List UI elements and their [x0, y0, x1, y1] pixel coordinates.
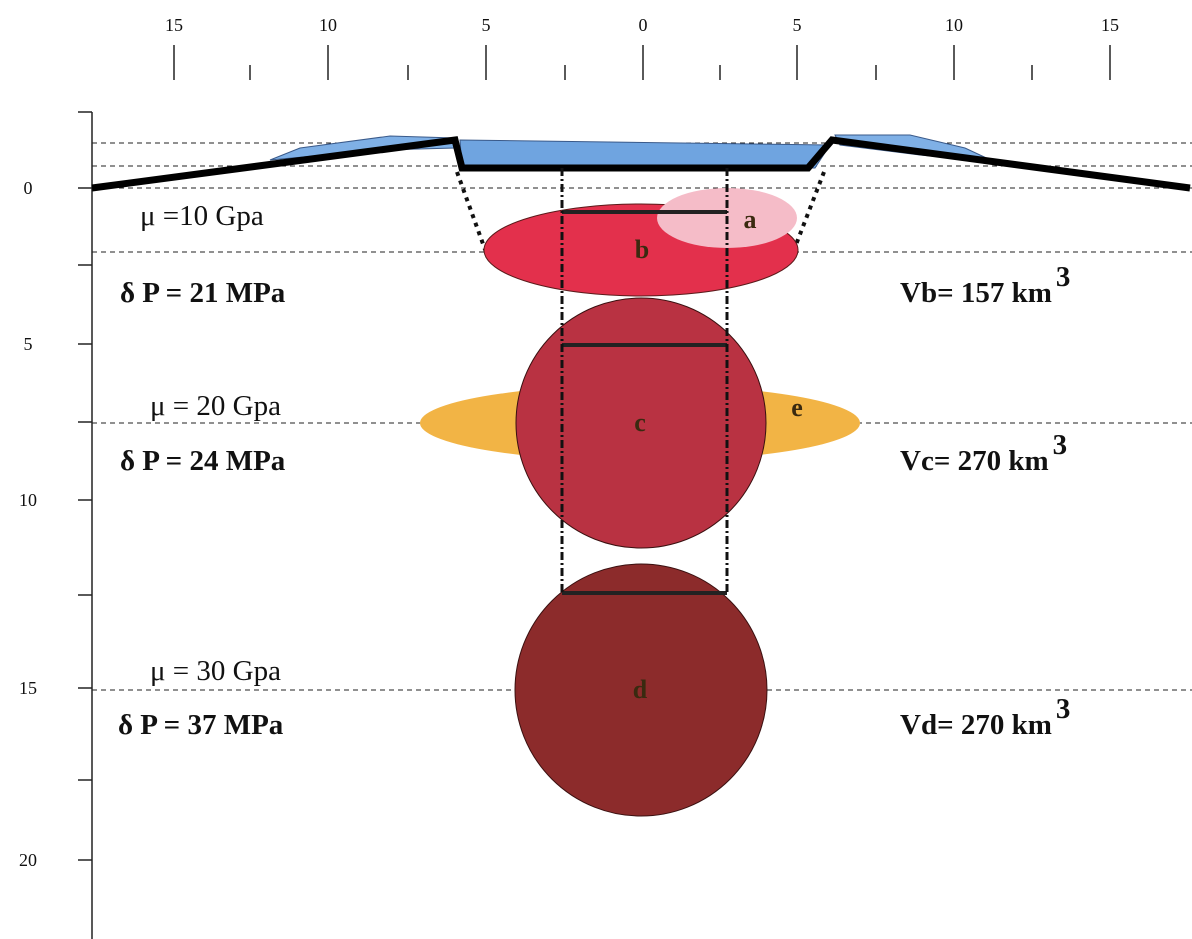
volume-exponent: 3	[1056, 261, 1071, 293]
top-tick-label: 5	[482, 15, 491, 35]
top-tick-label: 0	[639, 15, 648, 35]
shear-modulus: μ = 30 Gpa	[150, 655, 281, 687]
top-tick-label: 5	[793, 15, 802, 35]
body-label: c	[634, 408, 646, 437]
volume: Vb= 157 km	[900, 277, 1052, 309]
left-axis	[78, 112, 92, 939]
top-tick-label: 10	[945, 15, 963, 35]
left-tick-label: 15	[19, 678, 37, 698]
overpressure: δ P = 37 MPa	[118, 709, 284, 741]
left-tick-label: 20	[19, 850, 37, 870]
diagram: 15 10 5 0 5 10 15 0 5 10 15 20 a b c d e μ =10 Gpa δ P = 2…	[0, 0, 1192, 939]
left-tick-label: 5	[24, 334, 33, 354]
body-label: b	[635, 235, 649, 264]
shear-modulus: μ = 20 Gpa	[150, 390, 281, 422]
body-label: a	[744, 205, 757, 234]
shear-modulus: μ =10 Gpa	[140, 200, 264, 232]
volume-exponent: 3	[1056, 693, 1071, 725]
volume-exponent: 3	[1053, 429, 1068, 461]
volume: Vc= 270 km	[900, 445, 1049, 477]
top-tick-label: 15	[165, 15, 183, 35]
overpressure: δ P = 24 MPa	[120, 445, 286, 477]
left-tick-label: 0	[24, 178, 33, 198]
magma-bodies	[420, 168, 860, 816]
top-tick-label: 15	[1101, 15, 1119, 35]
body-label: d	[633, 675, 648, 704]
top-axis	[174, 45, 1110, 80]
volume: Vd= 270 km	[900, 709, 1052, 741]
top-tick-label: 10	[319, 15, 337, 35]
overpressure: δ P = 21 MPa	[120, 277, 286, 309]
body-label: e	[791, 393, 803, 422]
left-tick-label: 10	[19, 490, 37, 510]
